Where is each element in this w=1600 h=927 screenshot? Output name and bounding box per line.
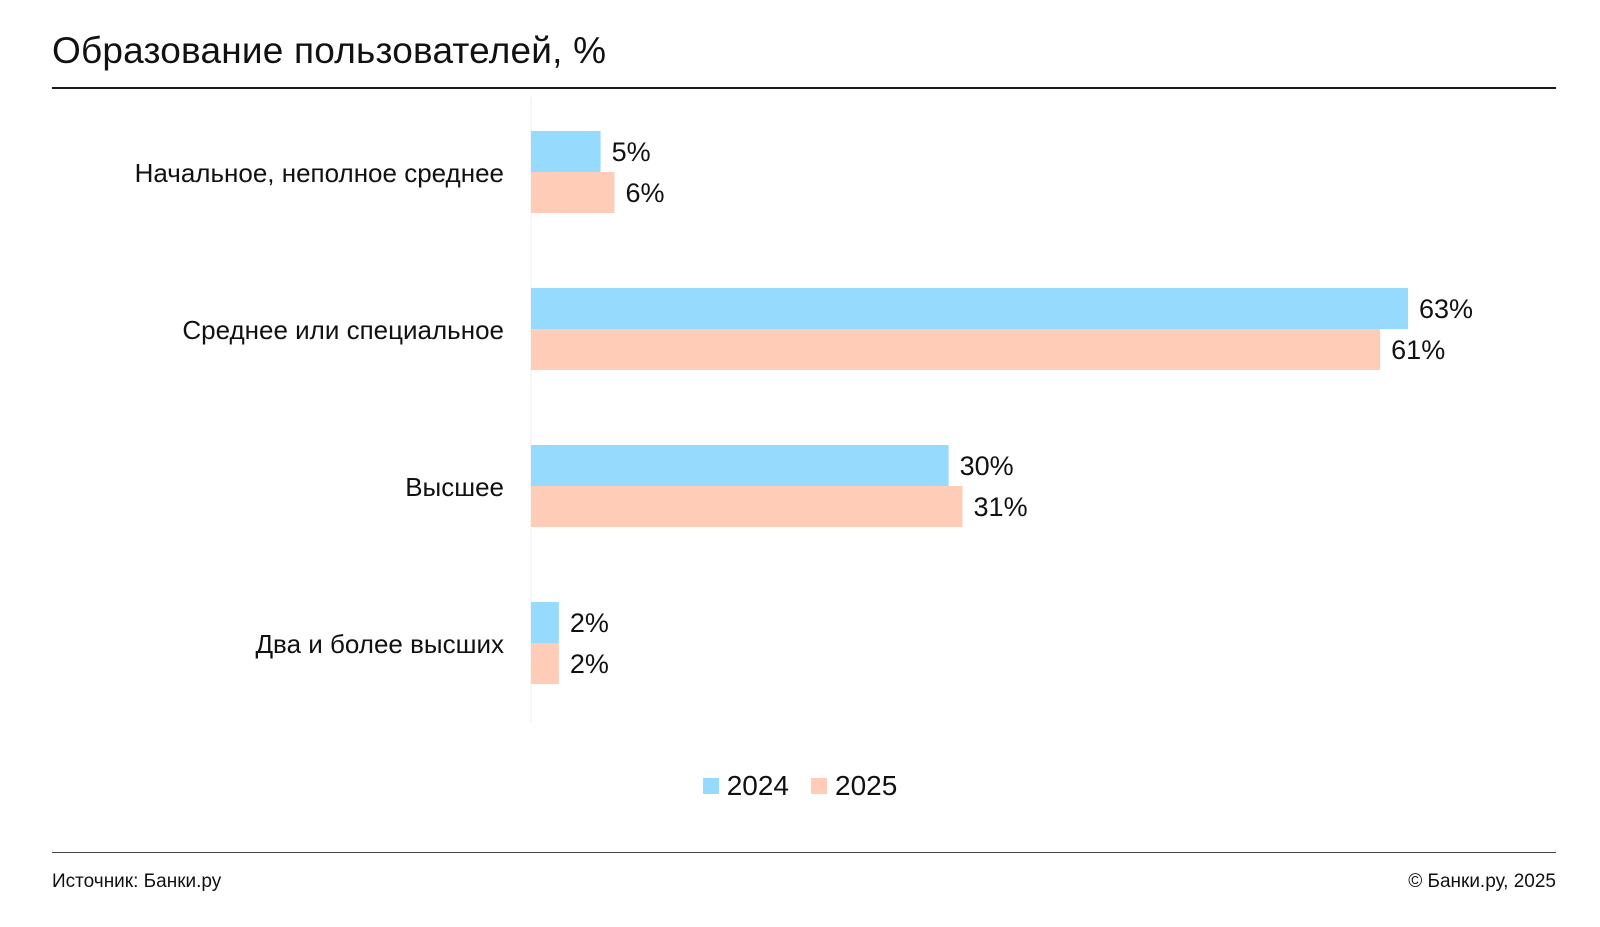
value-label: 63%	[1419, 294, 1473, 324]
value-label: 6%	[626, 178, 665, 208]
source-note: Источник: Банки.ру	[52, 871, 222, 892]
bar-2024	[531, 288, 1408, 329]
value-label: 2%	[570, 608, 609, 638]
legend-item-2025: 2025	[811, 770, 897, 802]
bar-2024	[531, 445, 949, 486]
legend-swatch-2024	[702, 778, 719, 794]
bar-2025	[531, 329, 1381, 370]
category-label: Начальное, неполное среднее	[135, 158, 504, 188]
bar-2025	[531, 486, 963, 527]
footer-divider	[52, 852, 1556, 853]
category-label: Среднее или специальное	[182, 315, 504, 345]
value-label: 30%	[960, 451, 1014, 481]
category-label: Два и более высших	[255, 629, 504, 659]
value-label: 2%	[570, 649, 609, 679]
legend-item-2024: 2024	[702, 770, 789, 802]
bar-2025	[531, 172, 615, 213]
legend-swatch-2025	[811, 778, 827, 794]
value-label: 31%	[974, 492, 1028, 522]
chart-title: Образование пользователей, %	[52, 30, 607, 71]
bar-2024	[531, 131, 601, 172]
legend-label-2025: 2025	[835, 770, 898, 801]
bars	[531, 131, 1408, 684]
copyright-note: © Банки.ру, 2025	[1408, 871, 1556, 892]
legend: 2024 2025	[0, 770, 1600, 802]
legend-label-2024: 2024	[726, 770, 789, 801]
category-label: Высшее	[405, 472, 504, 502]
value-label: 5%	[612, 137, 651, 167]
value-labels: 5% 6% 63% 61% 30% 31% 2% 2%	[570, 137, 1473, 679]
value-label: 61%	[1391, 335, 1445, 365]
title-divider	[52, 87, 1556, 89]
category-labels: Начальное, неполное среднее Среднее или с…	[135, 158, 504, 659]
bar-2025	[531, 643, 559, 684]
bar-2024	[531, 602, 559, 643]
bar-chart: Начальное, неполное среднее Среднее или с…	[135, 97, 1473, 722]
